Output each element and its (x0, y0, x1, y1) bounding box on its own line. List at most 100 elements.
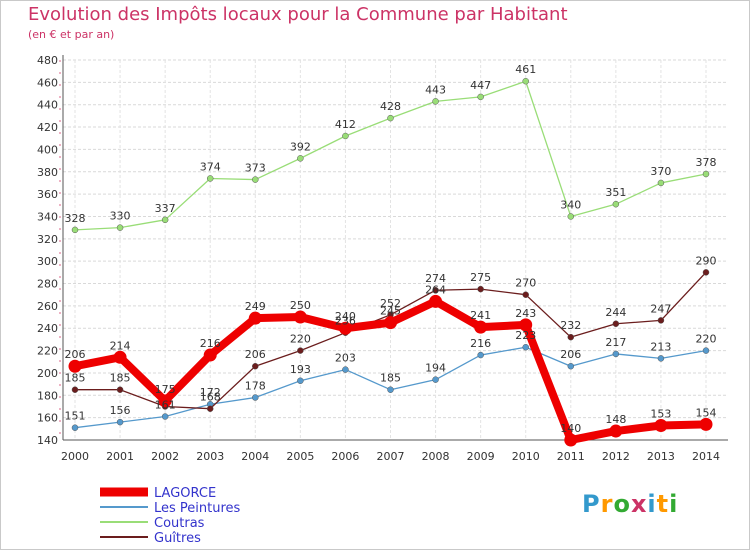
y-tick-label: 460 (37, 76, 58, 89)
data-point (387, 386, 394, 393)
legend-label: Les Peintures (154, 501, 241, 516)
data-label: 270 (515, 277, 536, 290)
data-point (474, 320, 488, 334)
data-point (612, 200, 620, 208)
data-point (297, 155, 304, 162)
data-label: 140 (560, 422, 581, 435)
data-point (161, 413, 169, 420)
data-label: 206 (560, 348, 581, 361)
data-label: 244 (605, 306, 626, 319)
y-tick-label: 300 (37, 255, 58, 268)
data-label: 214 (110, 339, 131, 352)
data-label: 175 (155, 383, 176, 396)
data-label: 373 (245, 162, 266, 175)
data-point (432, 376, 439, 383)
data-label: 223 (515, 329, 536, 342)
data-point (657, 317, 665, 324)
data-point (567, 213, 575, 220)
data-point (702, 269, 710, 276)
x-tick-label: 2014 (692, 450, 720, 463)
logo-letter: x (630, 490, 648, 518)
data-label: 185 (380, 372, 401, 385)
data-point (297, 347, 304, 354)
data-point (564, 433, 578, 447)
y-tick-label: 480 (37, 54, 58, 67)
data-point (477, 93, 484, 101)
data-label: 330 (110, 210, 131, 223)
data-label: 337 (155, 202, 176, 215)
data-point (384, 316, 397, 330)
data-point (71, 424, 79, 431)
data-point (477, 285, 484, 293)
data-point (71, 386, 79, 393)
y-tick-label: 160 (37, 412, 58, 425)
data-label: 148 (605, 413, 626, 426)
y-tick-label: 440 (37, 99, 58, 112)
data-point (158, 394, 172, 408)
x-tick-label: 2005 (286, 450, 314, 463)
data-label: 220 (290, 333, 311, 346)
data-point (161, 216, 169, 224)
x-tick-label: 2006 (331, 450, 359, 463)
data-label: 340 (560, 198, 581, 211)
data-label: 194 (425, 362, 446, 375)
data-point (116, 386, 124, 393)
data-point (116, 418, 124, 426)
x-tick-label: 2012 (602, 450, 630, 463)
data-label: 168 (200, 391, 221, 404)
y-tick-label: 400 (37, 143, 58, 156)
data-label: 236 (335, 315, 356, 328)
data-label: 250 (290, 299, 311, 312)
data-label: 374 (200, 160, 221, 173)
x-tick-label: 2002 (151, 450, 179, 463)
data-point (252, 362, 259, 370)
x-tick-label: 2011 (557, 450, 585, 463)
data-label: 240 (335, 310, 356, 323)
data-label: 185 (65, 372, 86, 385)
data-label: 247 (650, 302, 671, 315)
data-label: 185 (110, 372, 131, 385)
data-point (338, 321, 352, 335)
legend-label: Guîtres (154, 531, 201, 546)
data-point (68, 359, 82, 373)
logo-letter: i (669, 490, 679, 518)
data-label: 351 (605, 186, 626, 199)
y-tick-label: 340 (37, 210, 58, 223)
data-point (116, 224, 124, 231)
data-point (612, 350, 620, 358)
data-label: 216 (200, 337, 221, 350)
y-tick-label: 280 (37, 278, 58, 291)
data-point (657, 179, 665, 187)
data-point (522, 77, 529, 85)
x-tick-label: 2000 (61, 450, 89, 463)
data-label: 245 (380, 305, 401, 318)
data-point (477, 351, 484, 359)
x-tick-label: 2001 (106, 450, 134, 463)
legend-label: LAGORCE (154, 486, 216, 501)
x-tick-label: 2013 (647, 450, 675, 463)
y-tick-label: 380 (37, 166, 58, 179)
data-point (342, 366, 349, 373)
data-point (702, 347, 710, 354)
data-label: 154 (696, 406, 717, 419)
data-point (387, 114, 394, 122)
data-point (522, 291, 529, 298)
data-point (297, 377, 304, 385)
data-label: 290 (696, 254, 717, 267)
y-tick-label: 260 (37, 300, 58, 313)
data-point (567, 333, 575, 341)
data-label: 275 (470, 271, 491, 284)
data-label: 206 (245, 348, 266, 361)
data-label: 172 (200, 386, 221, 399)
data-label: 153 (650, 407, 671, 420)
x-tick-label: 2003 (196, 450, 224, 463)
data-point (293, 310, 307, 324)
proxiti-logo: Proxiti (582, 490, 678, 518)
data-point (432, 98, 439, 105)
y-tick-label: 180 (37, 389, 58, 402)
data-label: 252 (380, 297, 401, 310)
data-point (71, 226, 79, 234)
chart-subtitle: (en € et par an) (28, 28, 115, 41)
data-point (342, 132, 349, 140)
data-point (609, 424, 623, 438)
